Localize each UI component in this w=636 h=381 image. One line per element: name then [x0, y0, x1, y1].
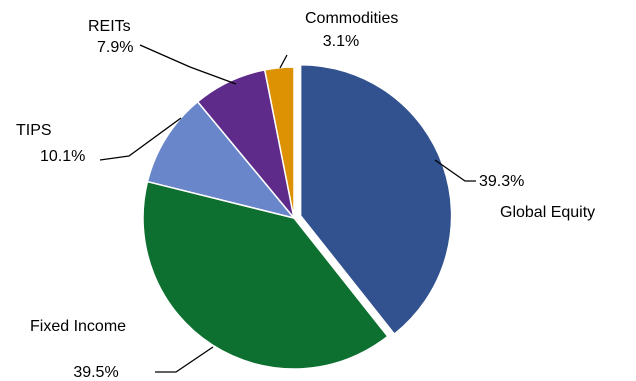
- leader-line-fixed-income: [155, 346, 214, 373]
- leader-line-tips: [99, 117, 182, 161]
- slice-value-tips: 10.1%: [40, 148, 85, 165]
- slice-name-tips: TIPS: [16, 122, 52, 139]
- leader-line-commodities: [279, 54, 288, 69]
- leader-line-global-equity: [434, 159, 476, 182]
- pie-slices: [142, 63, 453, 370]
- slice-name-fixed-income: Fixed Income: [30, 318, 126, 335]
- leader-lines: [99, 44, 476, 373]
- slice-value-commodities: 3.1%: [323, 33, 359, 50]
- slice-name-reits: REITs: [88, 18, 131, 35]
- pie-slice-tips: [146, 100, 297, 220]
- slice-value-fixed-income: 39.5%: [73, 364, 118, 381]
- pie-slice-fixed-income: [142, 180, 389, 370]
- leader-line-reits: [139, 44, 237, 85]
- slice-value-reits: 7.9%: [97, 39, 133, 56]
- slice-name-global-equity: Global Equity: [500, 204, 595, 221]
- slice-name-commodities: Commodities: [305, 10, 398, 27]
- slice-value-global-equity: 39.3%: [479, 173, 524, 190]
- pie-slice-commodities: [263, 66, 295, 219]
